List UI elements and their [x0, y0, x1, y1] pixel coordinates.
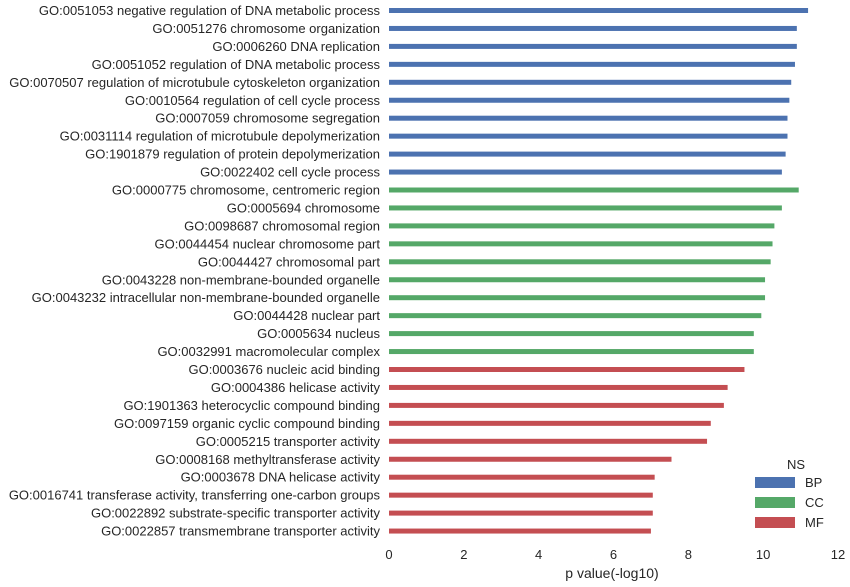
bars-group — [389, 8, 809, 534]
category-label: GO:0016741 transferase activity, transfe… — [9, 488, 381, 503]
x-tick-label: 4 — [535, 547, 542, 562]
category-label: GO:0003676 nucleic acid binding — [188, 362, 380, 377]
bar-cc — [389, 277, 766, 283]
category-label: GO:0008168 methyltransferase activity — [155, 452, 380, 467]
bar-cc — [389, 187, 799, 193]
bar-bp — [389, 43, 797, 49]
legend: NS BP CC MF — [755, 457, 824, 530]
bar-mf — [389, 510, 653, 516]
x-axis-title: p value(-log10) — [565, 565, 658, 581]
category-label: GO:0006260 DNA replication — [212, 39, 380, 54]
bar-cc — [389, 241, 773, 247]
category-label: GO:0005634 nucleus — [257, 326, 380, 341]
bar-cc — [389, 313, 762, 319]
x-tick-label: 2 — [460, 547, 467, 562]
legend-swatch-bp — [755, 477, 795, 488]
bar-mf — [389, 492, 653, 498]
category-label: GO:1901879 regulation of protein depolym… — [85, 147, 380, 162]
category-label: GO:0005215 transporter activity — [196, 434, 381, 449]
bar-mf — [389, 384, 728, 390]
category-label: GO:0007059 chromosome segregation — [155, 111, 380, 126]
legend-label-mf: MF — [805, 515, 824, 530]
x-tick-label: 8 — [685, 547, 692, 562]
category-label: GO:0043228 non-membrane-bounded organell… — [102, 272, 380, 287]
bar-mf — [389, 456, 672, 462]
category-label: GO:0032991 macromolecular complex — [157, 344, 380, 359]
bar-bp — [389, 8, 809, 13]
category-label: GO:0022892 substrate-specific transporte… — [91, 506, 381, 521]
category-label: GO:1901363 heterocyclic compound binding — [123, 398, 380, 413]
legend-title: NS — [787, 457, 805, 472]
category-label: GO:0098687 chromosomal region — [184, 218, 380, 233]
category-label: GO:0044454 nuclear chromosome part — [155, 236, 381, 251]
bar-bp — [389, 61, 795, 67]
x-axis-ticks: 0 2 4 6 8 10 12 — [385, 547, 845, 562]
category-label: GO:0097159 organic cyclic compound bindi… — [114, 416, 380, 431]
bar-bp — [389, 151, 786, 157]
category-label: GO:0022857 transmembrane transporter act… — [101, 524, 380, 539]
legend-label-cc: CC — [805, 495, 824, 510]
bar-mf — [389, 402, 724, 408]
category-label: GO:0051052 regulation of DNA metabolic p… — [92, 57, 381, 72]
category-label: GO:0003678 DNA helicase activity — [181, 470, 381, 485]
x-tick-label: 0 — [385, 547, 392, 562]
bar-mf — [389, 367, 745, 372]
category-label: GO:0044428 nuclear part — [233, 308, 380, 323]
category-label: GO:0005694 chromosome — [227, 200, 380, 215]
bar-bp — [389, 25, 797, 31]
bar-mf — [389, 438, 708, 444]
bar-cc — [389, 331, 754, 337]
bar-cc — [389, 205, 782, 211]
bar-mf — [389, 528, 651, 534]
bar-cc — [389, 295, 766, 301]
bar-bp — [389, 79, 792, 85]
bar-cc — [389, 259, 771, 265]
bar-cc — [389, 349, 754, 355]
category-label: GO:0031114 regulation of microtubule dep… — [60, 129, 380, 144]
category-label: GO:0070507 regulation of microtubule cyt… — [9, 75, 380, 90]
category-label: GO:0051276 chromosome organization — [152, 21, 380, 36]
bar-cc — [389, 223, 775, 229]
bar-mf — [389, 420, 711, 426]
category-label: GO:0043232 intracellular non-membrane-bo… — [32, 290, 380, 305]
bar-mf — [389, 474, 655, 480]
x-tick-label: 10 — [756, 547, 770, 562]
category-label: GO:0044427 chromosomal part — [198, 254, 380, 269]
bar-bp — [389, 97, 790, 103]
bar-bp — [389, 115, 788, 121]
category-label: GO:0022402 cell cycle process — [200, 165, 380, 180]
legend-swatch-cc — [755, 497, 795, 508]
category-label: GO:0004386 helicase activity — [211, 380, 381, 395]
category-label: GO:0051053 negative regulation of DNA me… — [39, 3, 381, 18]
legend-swatch-mf — [755, 517, 795, 528]
category-label: GO:0010564 regulation of cell cycle proc… — [125, 93, 381, 108]
legend-label-bp: BP — [805, 475, 822, 490]
bar-bp — [389, 133, 788, 139]
x-tick-label: 12 — [831, 547, 845, 562]
category-labels: GO:0051053 negative regulation of DNA me… — [9, 3, 381, 539]
bar-bp — [389, 169, 782, 175]
category-label: GO:0000775 chromosome, centromeric regio… — [112, 183, 380, 198]
x-tick-label: 6 — [610, 547, 617, 562]
